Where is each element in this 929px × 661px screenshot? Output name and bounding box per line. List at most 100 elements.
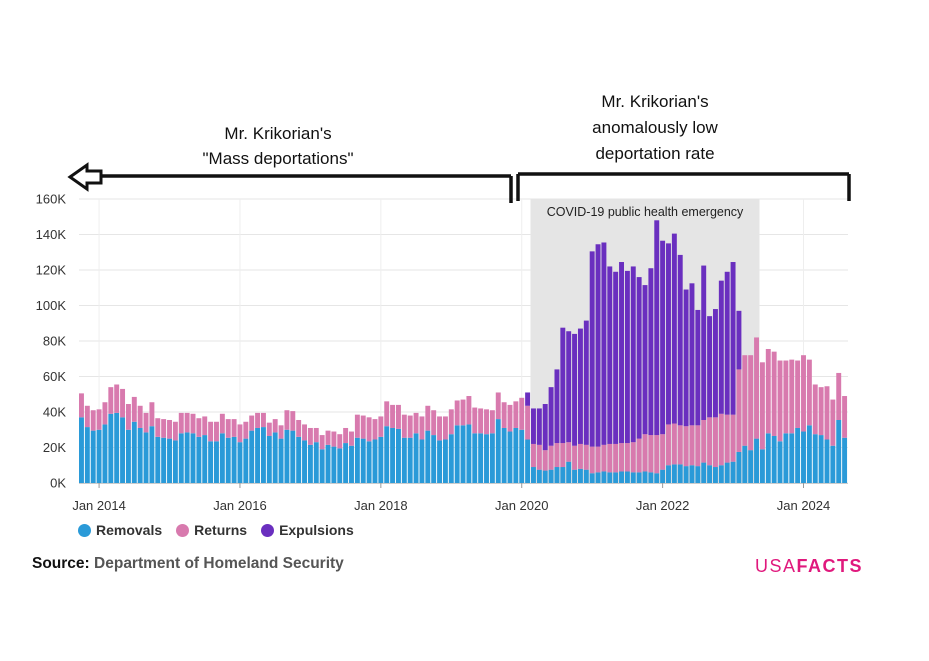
- bar-removals-67: [472, 433, 478, 483]
- bar-returns-67: [472, 407, 478, 434]
- bar-returns-94: [630, 442, 636, 473]
- bar-removals-72: [501, 427, 507, 483]
- bar-returns-96: [642, 434, 648, 472]
- bar-removals-47: [354, 437, 360, 483]
- bar-expulsions-104: [689, 283, 695, 426]
- y-tick-label-5: 100K: [36, 298, 67, 313]
- bar-expulsions-100: [666, 243, 671, 425]
- bar-returns-69: [484, 409, 489, 435]
- bar-returns-110: [724, 414, 730, 463]
- bar-returns-124: [806, 359, 812, 426]
- bar-returns-5: [108, 387, 114, 414]
- bar-expulsions-77: [531, 408, 536, 444]
- x-tick-label-2: Jan 2018: [354, 498, 408, 513]
- bar-removals-116: [759, 449, 765, 483]
- y-tick-label-4: 80K: [43, 334, 66, 349]
- bar-removals-122: [795, 427, 801, 483]
- source-note: Source: Department of Homeland Security: [32, 555, 344, 573]
- bar-returns-1: [84, 405, 90, 428]
- bar-returns-115: [754, 337, 760, 439]
- bar-returns-65: [460, 399, 466, 426]
- bar-returns-16: [172, 421, 178, 441]
- legend-dot-removals: [78, 523, 91, 537]
- bar-expulsions-80: [548, 387, 554, 446]
- bar-removals-95: [636, 472, 642, 483]
- bar-removals-108: [712, 467, 718, 483]
- bar-returns-85: [577, 443, 583, 469]
- bar-removals-23: [214, 441, 219, 483]
- bar-returns-126: [818, 387, 824, 436]
- bar-returns-90: [607, 443, 613, 473]
- bar-removals-55: [401, 437, 407, 483]
- bar-removals-30: [255, 427, 261, 483]
- bar-removals-39: [307, 444, 313, 483]
- bar-returns-71: [495, 392, 501, 420]
- bar-expulsions-97: [648, 268, 654, 436]
- bar-returns-83: [566, 442, 572, 462]
- bar-removals-71: [495, 419, 501, 483]
- bar-removals-36: [290, 430, 296, 483]
- logo-part-facts: FACTS: [796, 556, 864, 576]
- bar-expulsions-111: [730, 262, 736, 415]
- bar-removals-80: [548, 469, 554, 483]
- bar-removals-125: [812, 434, 818, 483]
- bar-returns-31: [260, 412, 266, 428]
- usafacts-logo: USAFACTS: [755, 556, 863, 577]
- bar-returns-37: [296, 419, 302, 437]
- bar-removals-29: [249, 430, 255, 483]
- bar-returns-6: [114, 384, 120, 413]
- bar-returns-34: [278, 425, 284, 439]
- bar-returns-42: [325, 430, 331, 445]
- bar-removals-113: [742, 445, 748, 483]
- bar-expulsions-98: [654, 220, 660, 436]
- right-bracket: [516, 172, 851, 201]
- bar-removals-37: [296, 436, 302, 483]
- bar-returns-59: [425, 405, 431, 431]
- bar-returns-79: [542, 450, 548, 471]
- bar-returns-128: [830, 399, 836, 446]
- bar-returns-57: [413, 412, 419, 434]
- bar-returns-95: [636, 438, 642, 473]
- legend-dot-returns: [176, 523, 190, 537]
- bar-returns-93: [624, 443, 630, 472]
- y-axis: 0K 20K 40K 60K 80K 100K 120K 140K 160K: [36, 192, 67, 491]
- bar-removals-78: [536, 469, 542, 483]
- legend-item-removals[interactable]: Removals: [78, 522, 162, 538]
- bar-removals-18: [184, 432, 190, 483]
- bar-removals-84: [572, 469, 578, 483]
- bar-removals-38: [302, 440, 307, 483]
- bar-removals-13: [155, 436, 161, 483]
- bar-returns-19: [190, 413, 196, 434]
- bar-removals-106: [701, 462, 707, 483]
- bar-expulsions-82: [560, 327, 566, 444]
- bar-removals-16: [172, 440, 178, 483]
- bar-returns-29: [249, 415, 255, 431]
- bar-returns-50: [372, 419, 378, 440]
- bar-returns-86: [583, 444, 589, 470]
- bar-expulsions-102: [677, 254, 683, 426]
- bar-removals-19: [190, 433, 196, 483]
- bar-returns-81: [554, 443, 560, 468]
- legend-item-expulsions[interactable]: Expulsions: [261, 522, 354, 538]
- bar-expulsions-91: [613, 271, 619, 444]
- bar-expulsions-107: [707, 316, 713, 418]
- bar-returns-56: [407, 415, 413, 438]
- bar-removals-87: [589, 473, 595, 483]
- bar-returns-119: [777, 360, 783, 442]
- bar-returns-102: [677, 425, 683, 465]
- bar-returns-74: [513, 401, 519, 428]
- bar-expulsions-79: [542, 404, 548, 451]
- bar-removals-110: [724, 462, 730, 483]
- bar-removals-66: [466, 424, 472, 483]
- bar-removals-96: [642, 471, 648, 483]
- legend-item-returns[interactable]: Returns: [176, 522, 247, 538]
- bar-returns-122: [795, 360, 801, 428]
- bar-removals-26: [231, 436, 237, 483]
- bar-returns-89: [601, 444, 607, 472]
- bar-expulsions-84: [572, 333, 578, 446]
- bar-returns-32: [266, 422, 272, 436]
- bar-removals-9: [131, 421, 137, 483]
- bar-removals-83: [566, 461, 572, 483]
- x-tick-label-4: Jan 2022: [636, 498, 690, 513]
- x-tick-label-0: Jan 2014: [72, 498, 126, 513]
